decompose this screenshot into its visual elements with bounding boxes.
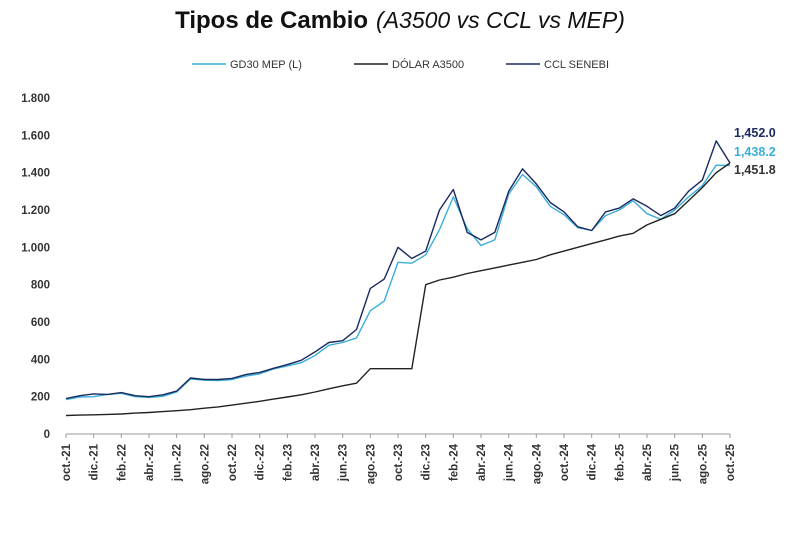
y-tick-label: 400 — [31, 354, 50, 366]
x-tick-label: dic.-23 — [421, 444, 433, 480]
y-tick-label: 200 — [31, 392, 50, 404]
x-tick-label: oct.-24 — [559, 443, 571, 481]
x-tick-label: oct.-21 — [61, 443, 73, 481]
x-tick-label: feb.-25 — [614, 443, 626, 481]
legend-label: GD30 MEP (L) — [230, 59, 302, 71]
x-tick-label: dic.-21 — [89, 443, 101, 480]
y-tick-label: 1.200 — [21, 205, 50, 217]
y-tick-label: 0 — [44, 429, 50, 441]
end-value-label: 1,451.8 — [734, 163, 776, 177]
x-tick-label: ago.-22 — [199, 444, 211, 484]
y-tick-label: 600 — [31, 317, 50, 329]
x-tick-label: ago.-25 — [697, 443, 709, 484]
x-tick-label: abr.-23 — [310, 444, 322, 481]
end-value-label: 1,438.2 — [734, 145, 776, 159]
series-line-0 — [65, 164, 731, 401]
x-tick-label: feb.-24 — [448, 443, 460, 481]
plot-area — [65, 140, 731, 417]
x-axis: oct.-21 dic.-21 feb.-22 abr.-22 jun.-22 ago.-… — [61, 433, 737, 484]
series-line-2 — [65, 140, 731, 400]
x-tick-label: abr.-24 — [476, 443, 488, 481]
x-tick-label: dic.-24 — [587, 443, 599, 480]
x-tick-label: jun.-22 — [172, 444, 184, 482]
x-tick-label: oct.-25 — [725, 443, 737, 481]
x-tick-label: feb.-23 — [282, 444, 294, 481]
x-tick-label: feb.-22 — [116, 444, 128, 481]
y-tick-label: 1.800 — [21, 93, 50, 105]
x-tick-label: dic.-22 — [255, 444, 267, 480]
x-tick-label: jun.-25 — [670, 443, 682, 482]
legend: GD30 MEP (L) DÓLAR A3500 CCL SENEBI — [192, 58, 609, 71]
x-tick-label: jun.-24 — [504, 443, 516, 482]
y-tick-label: 1.600 — [21, 130, 50, 142]
y-tick-label: 1.000 — [21, 242, 50, 254]
x-tick-label: abr.-25 — [642, 443, 654, 481]
x-tick-label: oct.-23 — [393, 444, 405, 481]
y-tick-label: 1.400 — [21, 168, 50, 180]
legend-label: CCL SENEBI — [544, 59, 609, 71]
x-tick-label: ago.-23 — [365, 444, 377, 484]
chart-subtitle: (A3500 vs CCL vs MEP) — [376, 7, 625, 33]
end-labels: 1,452.0 1,438.2 1,451.8 — [734, 126, 776, 177]
x-tick-label: ago.-24 — [531, 443, 543, 484]
chart-title: Tipos de Cambio — [175, 7, 368, 34]
x-tick-label: oct.-22 — [227, 444, 239, 481]
y-tick-label: 800 — [31, 280, 50, 292]
chart-title-group: Tipos de Cambio (A3500 vs CCL vs MEP) — [175, 7, 625, 34]
legend-label: DÓLAR A3500 — [392, 58, 464, 71]
x-tick-label: jun.-23 — [338, 444, 350, 482]
end-value-label: 1,452.0 — [734, 126, 776, 140]
y-axis: 0 200 400 600 800 1.000 1.200 1.400 1.600 1.800 — [21, 93, 50, 441]
x-tick-label: abr.-22 — [144, 444, 156, 481]
series-line-1 — [65, 162, 731, 417]
